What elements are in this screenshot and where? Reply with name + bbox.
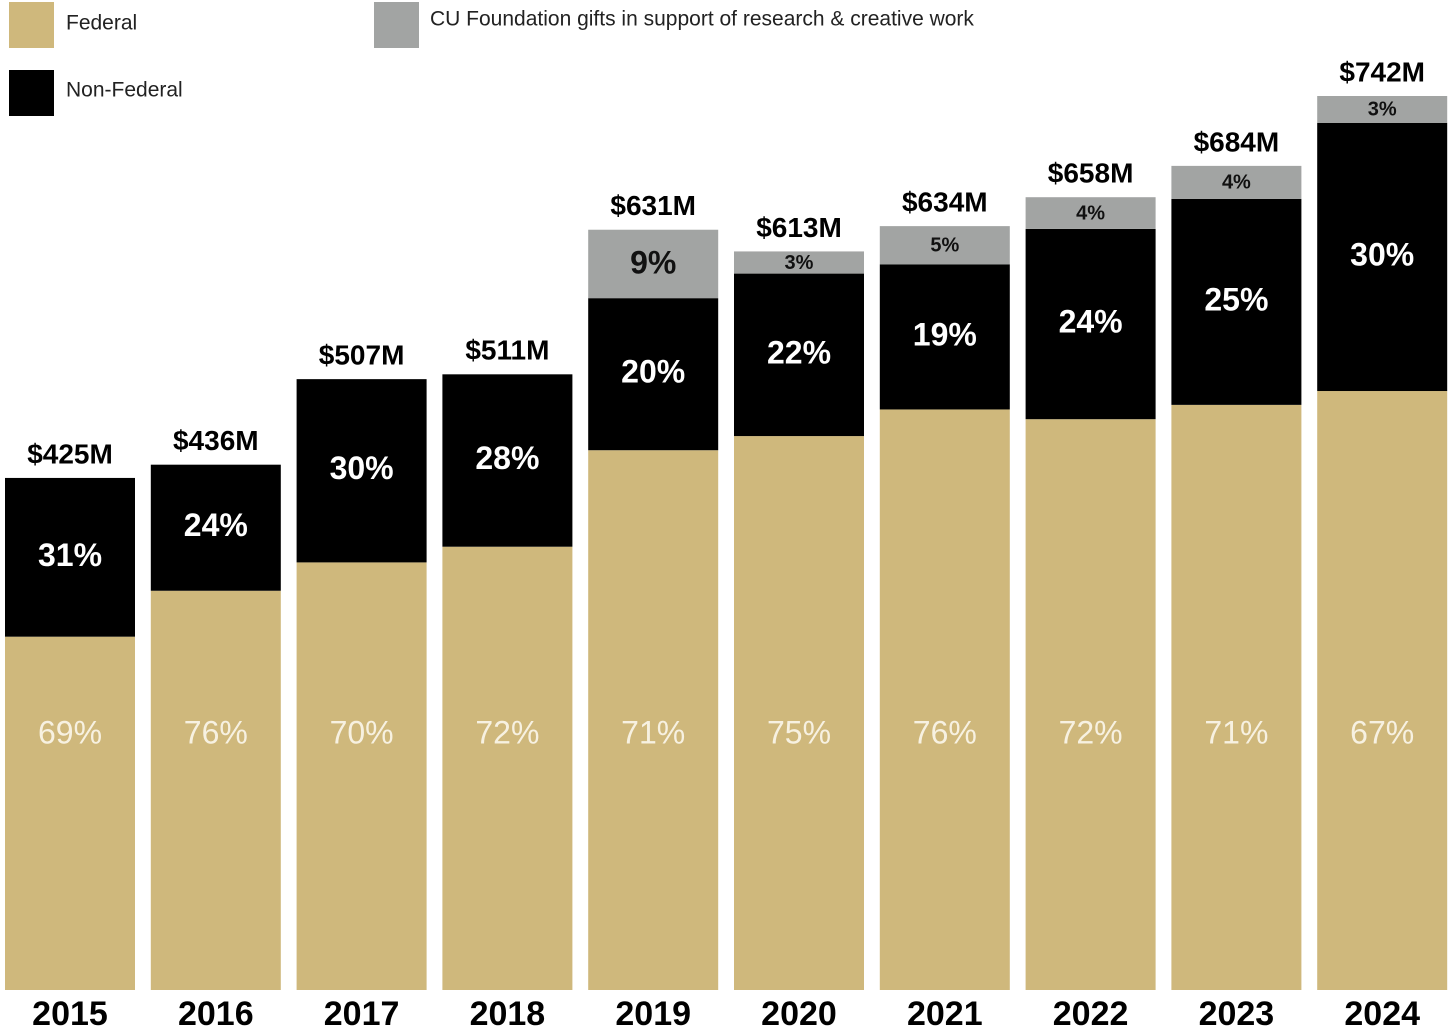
data-label: 24% [184,507,248,543]
data-label: 67% [1350,714,1414,750]
bar-segment [1025,228,1156,420]
legend-label: CU Foundation gifts in support of resear… [430,8,974,31]
total-label: $613M [756,212,842,243]
bar-segment [734,273,864,437]
legend-swatch [9,2,54,48]
bar-segment [879,409,1010,990]
total-label: $658M [1048,158,1134,189]
bar-segment [1171,165,1302,199]
bar-segment [588,450,719,990]
data-label: 30% [330,450,394,486]
data-label: 76% [184,714,248,750]
bar-segment [442,374,573,547]
total-label: $425M [27,438,113,469]
data-label: 30% [1350,236,1414,272]
data-label: 76% [913,714,977,750]
x-tick-label: 2021 [907,995,983,1033]
data-label: 69% [38,714,102,750]
total-label: $634M [902,187,988,218]
bar-segment [1025,419,1156,990]
data-label: 20% [621,354,685,390]
bar-segment [1317,96,1448,123]
legend-label: Federal [66,12,137,35]
x-tick-label: 2022 [1053,995,1129,1033]
data-label: 22% [767,334,831,370]
data-label: 28% [475,440,539,476]
x-tick-label: 2020 [761,995,837,1033]
bar-segment [5,636,135,990]
x-tick-label: 2023 [1199,995,1275,1033]
total-label: $511M [465,335,549,366]
x-tick-label: 2019 [615,995,691,1033]
data-label: 5% [930,235,959,257]
total-label: $436M [173,425,259,456]
total-label: $631M [610,190,696,221]
bar-segment [296,562,427,990]
data-label: 72% [475,714,539,750]
x-tick-label: 2017 [324,995,400,1033]
total-label: $742M [1339,56,1425,87]
x-tick-label: 2024 [1344,995,1420,1033]
bar-segment [1171,404,1302,990]
bar-segment [150,590,281,990]
data-label: 31% [38,537,102,573]
bar-segment [5,477,135,637]
x-tick-label: 2018 [470,995,546,1033]
total-label: $507M [319,340,405,371]
bar-segment [150,464,281,591]
legend-swatch [374,2,419,48]
x-tick-label: 2015 [32,995,108,1033]
data-label: 9% [630,244,676,280]
data-label: 3% [785,252,814,274]
data-label: 4% [1076,202,1105,224]
data-label: 71% [621,714,685,750]
legend-label: Non-Federal [66,79,183,102]
bar-segment [442,546,573,990]
bar-segment [1317,391,1448,990]
data-label: 24% [1059,304,1123,340]
total-label: $684M [1194,126,1280,157]
x-tick-label: 2016 [178,995,254,1033]
data-label: 3% [1368,99,1397,121]
bar-segment [1025,197,1156,229]
data-label: 25% [1204,281,1268,317]
bar-segment [734,436,864,990]
bar-segment [879,226,1010,265]
bar-segment [588,229,719,299]
data-label: 4% [1222,172,1251,194]
bar-segment [296,379,427,563]
data-label: 75% [767,714,831,750]
data-label: 71% [1204,714,1268,750]
bar-segment [588,298,719,451]
data-label: 70% [330,714,394,750]
data-label: 72% [1059,714,1123,750]
bar-segment [1317,122,1448,392]
data-label: 19% [913,316,977,352]
bar-segment [734,251,864,274]
legend-swatch [9,70,54,116]
bar-segment [879,264,1010,410]
bar-segment [1171,198,1302,405]
